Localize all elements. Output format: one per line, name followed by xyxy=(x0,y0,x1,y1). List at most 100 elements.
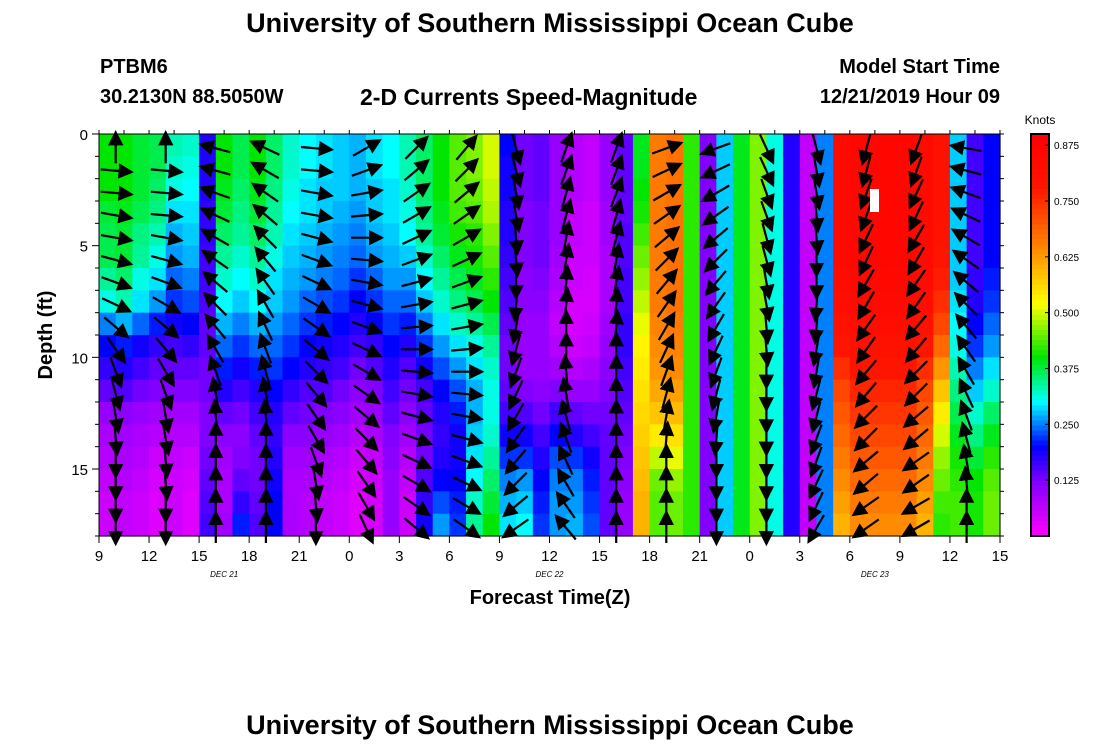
heatmap-cell xyxy=(766,513,784,537)
heatmap-cell xyxy=(182,379,200,403)
heatmap-cell xyxy=(282,469,300,492)
page-title: University of Southern Mississippi Ocean… xyxy=(246,8,854,38)
heatmap-cell xyxy=(466,402,484,425)
heatmap-cell xyxy=(582,245,601,269)
heatmap-cell xyxy=(382,245,400,269)
heatmap-cell xyxy=(699,245,717,269)
heatmap-cell xyxy=(933,134,951,157)
heatmap-cell xyxy=(182,178,200,202)
heatmap-cell xyxy=(399,268,417,291)
heatmap-cell xyxy=(482,357,501,381)
heatmap-cell xyxy=(382,513,400,537)
heatmap-cell xyxy=(966,156,984,180)
heatmap-cell xyxy=(632,134,651,157)
heatmap-cell xyxy=(449,245,467,269)
y-axis-title: Depth (ft) xyxy=(35,291,57,380)
heatmap-cell xyxy=(232,156,250,180)
current-arrow xyxy=(656,289,677,318)
heatmap-cell xyxy=(582,469,601,492)
heatmap-cell xyxy=(816,446,834,470)
heatmap-cell xyxy=(182,335,200,358)
heatmap-cell xyxy=(933,223,951,247)
colorbar-swatch xyxy=(1031,395,1049,401)
heatmap-cell xyxy=(649,268,667,291)
x-tick-label: 6 xyxy=(445,548,453,565)
heatmap-cell xyxy=(432,491,450,515)
heatmap-cell xyxy=(482,156,501,180)
heatmap-cell xyxy=(215,424,234,448)
heatmap-cell xyxy=(966,312,984,336)
current-arrow xyxy=(808,379,824,412)
heatmap-cell xyxy=(983,134,1001,157)
heatmap-cell xyxy=(566,335,584,358)
heatmap-cell xyxy=(566,513,584,537)
colorbar-swatch xyxy=(1031,355,1049,361)
heatmap-cell xyxy=(449,268,467,291)
heatmap-cell xyxy=(582,178,601,202)
heatmap-cell xyxy=(933,268,951,291)
heatmap-cell xyxy=(849,469,868,492)
heatmap-cell xyxy=(432,178,450,202)
heatmap-cell xyxy=(432,424,450,448)
heatmap-cell xyxy=(332,446,350,470)
heatmap-cell xyxy=(566,268,584,291)
current-arrow xyxy=(153,316,180,339)
current-arrow xyxy=(906,291,927,320)
current-arrow xyxy=(200,249,229,270)
heatmap-cell xyxy=(866,446,884,470)
heatmap-cell xyxy=(532,178,551,202)
heatmap-cell xyxy=(332,134,350,157)
heatmap-cell xyxy=(215,290,234,314)
current-arrow xyxy=(808,356,824,390)
x-tick-label: 12 xyxy=(541,548,558,565)
y-tick-label: 15 xyxy=(71,462,88,479)
x-tick-label: 21 xyxy=(291,548,308,565)
heatmap-cell xyxy=(899,335,918,358)
current-arrow xyxy=(109,379,124,412)
heatmap-cell xyxy=(215,469,234,492)
heatmap-cell xyxy=(365,268,384,291)
current-arrow xyxy=(508,289,524,323)
heatmap-cell xyxy=(682,379,701,403)
current-arrow xyxy=(309,446,325,479)
heatmap-cell xyxy=(766,424,784,448)
heatmap-cell xyxy=(516,134,534,157)
colorbar-swatch xyxy=(1031,299,1049,306)
current-arrow xyxy=(509,155,525,189)
heatmap-cell xyxy=(599,513,617,537)
heatmap-cell xyxy=(399,134,417,157)
heatmap-cell xyxy=(766,469,784,492)
heatmap-cell xyxy=(716,268,734,291)
heatmap-cell xyxy=(182,357,200,381)
heatmap-cell xyxy=(566,290,584,314)
heatmap-cell xyxy=(182,134,200,157)
date-label: DEC 21 xyxy=(210,570,238,579)
colorbar-swatch xyxy=(1031,420,1049,427)
heatmap-cell xyxy=(699,156,717,180)
heatmap-cell xyxy=(182,424,200,448)
heatmap-cell xyxy=(682,156,701,180)
heatmap-cell xyxy=(816,424,834,448)
heatmap-cell xyxy=(983,201,1001,224)
heatmap-cell xyxy=(916,134,934,157)
heatmap-cell xyxy=(766,402,784,425)
heatmap-cell xyxy=(833,223,851,247)
current-arrow xyxy=(151,253,184,269)
current-arrow xyxy=(858,133,874,166)
current-arrow xyxy=(854,381,878,409)
current-arrow xyxy=(808,334,824,368)
heatmap-cell xyxy=(649,513,667,537)
heatmap-cell xyxy=(682,223,701,247)
current-arrow xyxy=(808,446,823,479)
heatmap-cell xyxy=(899,357,918,381)
heatmap-cell xyxy=(883,178,901,202)
heatmap-cell xyxy=(783,223,801,247)
heatmap-cell xyxy=(466,223,484,247)
current-arrow xyxy=(760,178,775,211)
heatmap-cell xyxy=(749,446,768,470)
heatmap-cell xyxy=(299,201,317,224)
heatmap-cell xyxy=(916,201,934,224)
x-tick-label: 9 xyxy=(896,548,904,565)
heatmap-cell xyxy=(682,402,701,425)
